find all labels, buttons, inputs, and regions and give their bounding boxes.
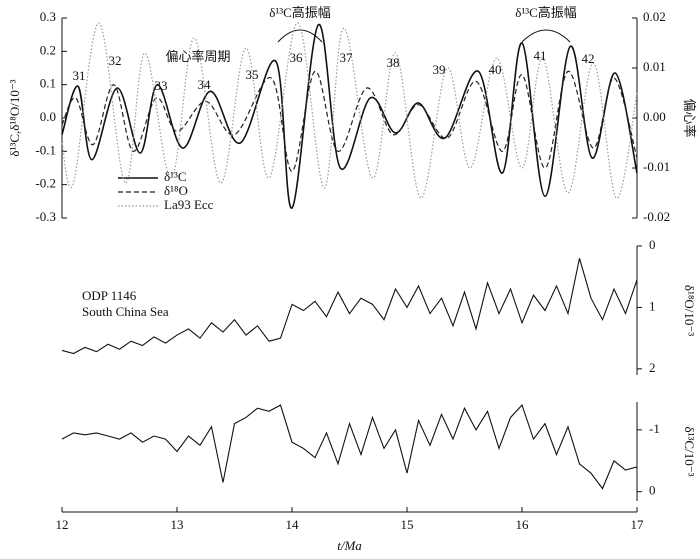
legend-label: δ¹⁸O (164, 183, 188, 198)
y-tick-label: 0.3 (40, 9, 56, 24)
cycle-label: 40 (489, 62, 502, 77)
y-tick-label: 0.0 (40, 109, 56, 124)
y-tick-label: 1 (649, 298, 656, 313)
annotation: δ¹³C高振幅 (515, 5, 577, 20)
cycle-label: 31 (73, 68, 86, 83)
cycle-label: 37 (340, 50, 354, 65)
annotation: South China Sea (82, 304, 169, 319)
annotation: ODP 1146 (82, 288, 137, 303)
y2-axis-label: 偏心率 (682, 98, 697, 137)
legend-label: δ¹³C (164, 169, 187, 184)
x-tick-label: 17 (631, 517, 645, 532)
y2-tick-label: 0.00 (643, 109, 666, 124)
annotation: 偏心率周期 (165, 49, 230, 64)
y-tick-label: 0 (649, 483, 656, 498)
y-tick-label: 0.1 (40, 76, 56, 91)
y-tick-label: -0.2 (35, 176, 56, 191)
series-line (61, 258, 638, 355)
y-tick-label: 0.2 (40, 42, 56, 57)
y-axis-label: δ¹⁸O/10⁻³ (682, 285, 697, 336)
y2-tick-label: 0.01 (643, 59, 666, 74)
y-axis-label: δ¹³C/10⁻³ (682, 427, 697, 477)
cycle-label: 36 (290, 50, 304, 65)
cycle-label: 35 (246, 67, 259, 82)
cycle-label: 34 (198, 77, 212, 92)
y-tick-label: -0.1 (35, 142, 56, 157)
cycle-label: 32 (109, 53, 122, 68)
series-line (61, 22, 638, 199)
y-tick-label: -0.3 (35, 209, 56, 224)
x-axis-label: t/Ma (337, 538, 362, 553)
x-tick-label: 13 (171, 517, 184, 532)
series-line (61, 404, 638, 490)
x-tick-label: 12 (56, 517, 69, 532)
legend-label: La93 Ecc (164, 197, 214, 212)
cycle-label: 41 (534, 48, 547, 63)
y-tick-label: 0 (649, 237, 656, 252)
x-tick-label: 14 (286, 517, 300, 532)
annotation: δ¹³C高振幅 (269, 5, 331, 20)
y2-tick-label: -0.01 (643, 159, 670, 174)
cycle-label: 33 (155, 78, 168, 93)
y2-tick-label: 0.02 (643, 9, 666, 24)
amp-bracket (277, 29, 323, 43)
series-line (61, 70, 638, 172)
y-tick-label: -1 (649, 421, 660, 436)
x-tick-label: 16 (516, 517, 530, 532)
y2-tick-label: -0.02 (643, 209, 670, 224)
series-line (61, 23, 638, 209)
cycle-label: 38 (387, 55, 400, 70)
y-tick-label: 2 (649, 360, 656, 375)
cycle-label: 42 (582, 51, 595, 66)
y-axis-label: δ¹³C,δ¹⁸O/10⁻³ (7, 79, 22, 156)
x-tick-label: 15 (401, 517, 414, 532)
cycle-label: 39 (433, 62, 446, 77)
amp-bracket (521, 29, 571, 43)
